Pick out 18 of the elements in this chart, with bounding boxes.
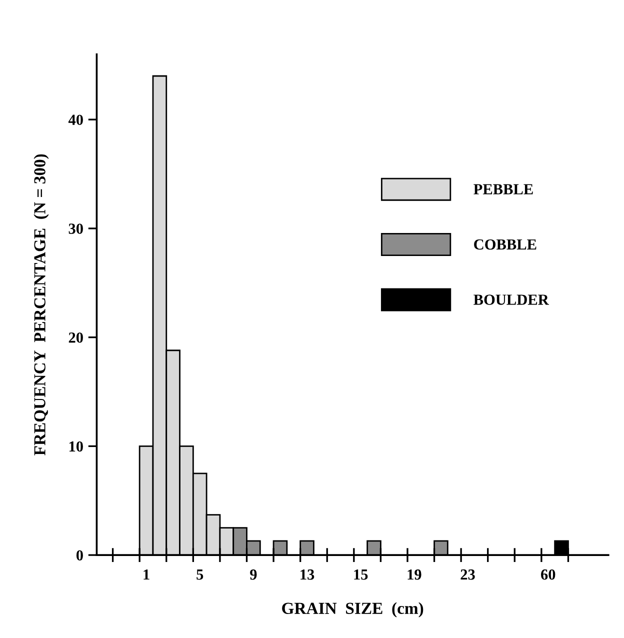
y-tick-label: 30 bbox=[68, 224, 83, 234]
legend-label: PEBBLE bbox=[474, 184, 533, 194]
y-tick-label: 10 bbox=[69, 441, 83, 452]
y-tick-label: 40 bbox=[68, 114, 83, 126]
legend-label: BOULDER bbox=[474, 294, 550, 305]
x-tick-label: 60 bbox=[541, 569, 556, 580]
x-tick-label: 23 bbox=[460, 569, 475, 580]
x-tick-label: 9 bbox=[250, 569, 257, 580]
x-tick-label: 5 bbox=[196, 570, 204, 580]
y-axis-title: FREQUENCY PERCENTAGE (N = 300) bbox=[34, 154, 49, 456]
x-tick-label: 15 bbox=[354, 569, 368, 580]
x-axis-title: GRAIN SIZE (cm) bbox=[282, 602, 424, 618]
y-tick-label: 20 bbox=[68, 332, 83, 343]
x-tick-label: 13 bbox=[300, 569, 314, 580]
x-tick-label: 1 bbox=[144, 569, 150, 580]
x-tick-label: 19 bbox=[408, 569, 422, 580]
legend-label: COBBLE bbox=[474, 239, 536, 250]
y-tick-label: 0 bbox=[76, 550, 83, 561]
